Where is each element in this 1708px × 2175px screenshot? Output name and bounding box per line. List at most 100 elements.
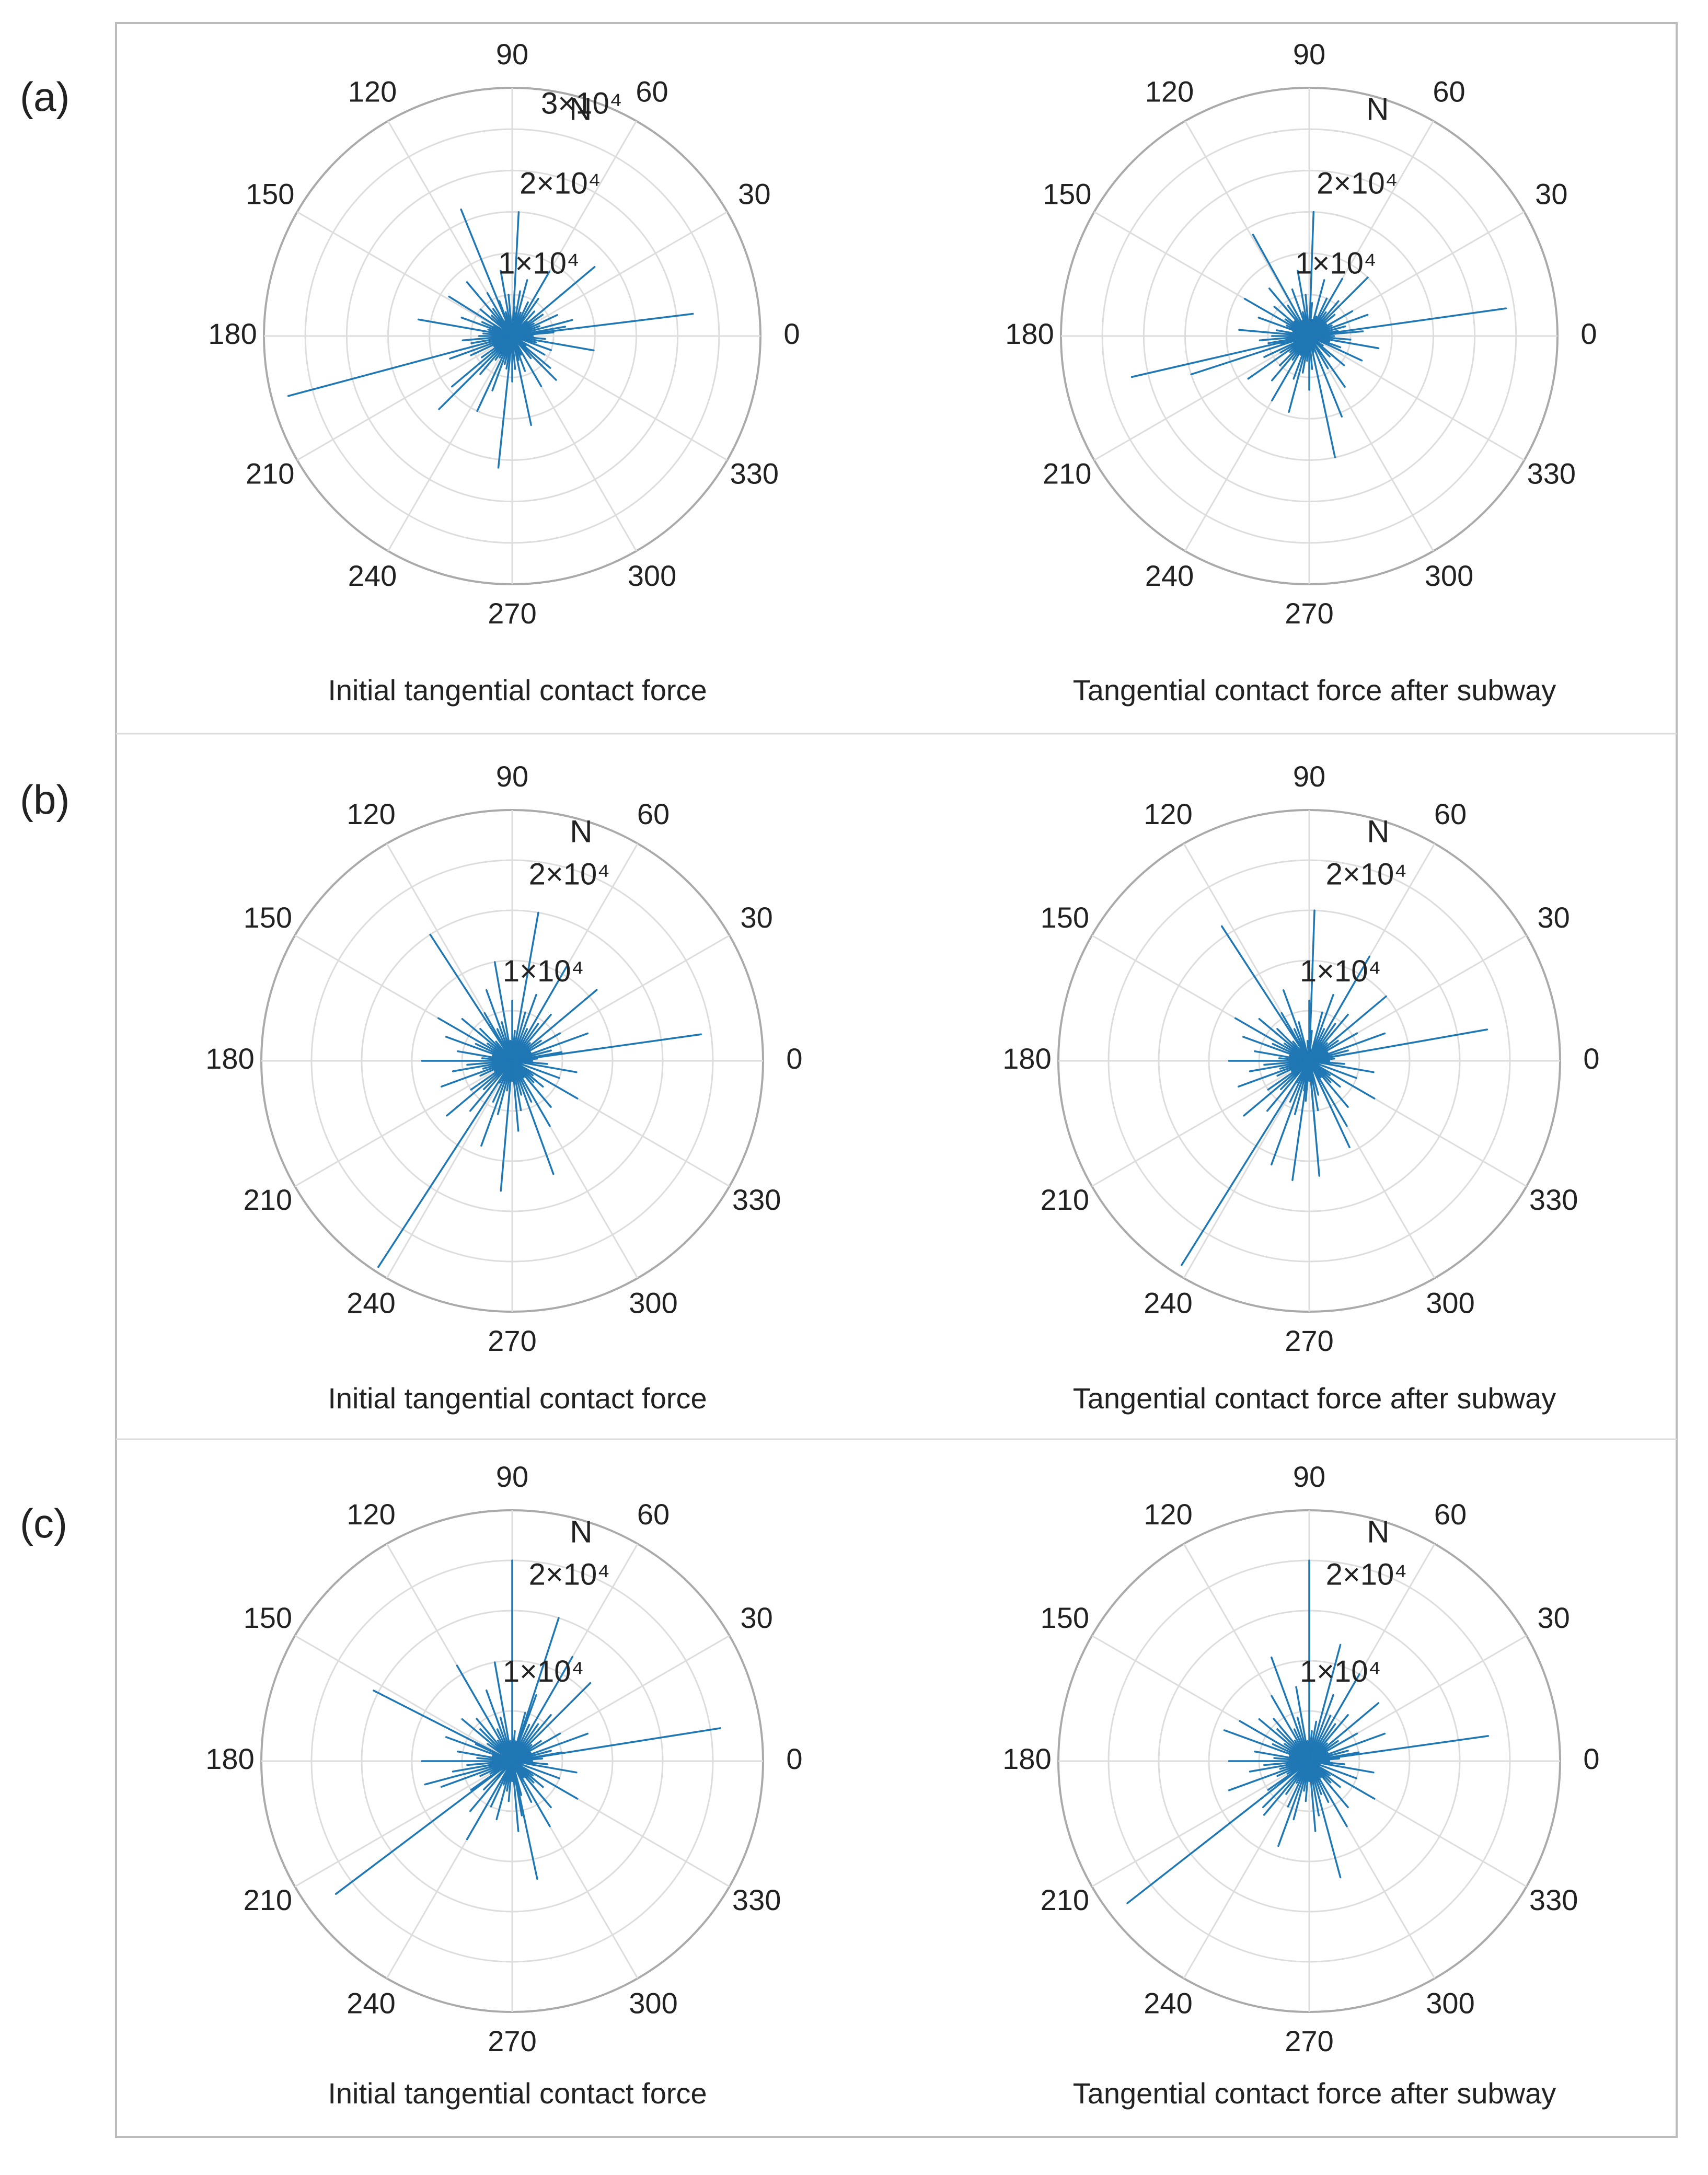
force-ray: [493, 1661, 513, 1762]
force-ray: [1308, 1060, 1357, 1079]
force-ray: [1308, 211, 1315, 337]
angle-tick-label: 240: [1144, 1286, 1192, 1319]
force-ray: [1308, 311, 1327, 337]
force-ray: [1308, 1760, 1322, 1795]
radial-tick-label: 1×10⁴: [503, 954, 584, 988]
force-ray: [1308, 1060, 1330, 1103]
angle-tick-label: 120: [347, 797, 395, 830]
force-ray: [511, 320, 528, 337]
force-ray: [482, 1060, 513, 1070]
force-ray: [1308, 1740, 1339, 1762]
force-ray: [511, 1682, 592, 1762]
force-ray: [1252, 234, 1310, 337]
force-ray: [511, 1656, 573, 1762]
force-ray: [469, 1760, 513, 1812]
force-ray: [511, 1760, 534, 1777]
force-ray: [496, 1728, 513, 1762]
force-ray: [511, 1760, 523, 1796]
force-ray: [482, 1060, 513, 1091]
force-ray: [456, 1664, 513, 1762]
force-ray: [1266, 1060, 1310, 1112]
force-ray: [1289, 1755, 1310, 1762]
force-ray: [1308, 1752, 1329, 1762]
force-ray: [437, 1017, 513, 1062]
force-ray: [511, 322, 535, 337]
force-ray: [466, 1060, 513, 1066]
chart-title: Initial tangential contact force: [328, 674, 707, 707]
force-ray: [1299, 335, 1310, 356]
angle-tick-label: 240: [347, 1286, 395, 1319]
angle-tick-label: 180: [1002, 1742, 1051, 1775]
force-ray: [1308, 335, 1330, 342]
force-ray: [470, 335, 513, 344]
angle-tick-label: 150: [244, 901, 292, 934]
force-ray: [511, 1732, 589, 1762]
force-ray: [445, 1736, 513, 1762]
force-ray: [1308, 1051, 1329, 1062]
force-ray: [1289, 1055, 1310, 1062]
force-ray: [492, 1055, 513, 1062]
force-ray: [1308, 1049, 1349, 1062]
angle-tick-label: 120: [348, 75, 397, 108]
radial-tick-label: 1×10⁴: [503, 1655, 584, 1688]
force-ray: [1277, 1760, 1310, 1847]
force-ray: [1293, 1728, 1310, 1762]
force-ray: [1234, 1017, 1310, 1062]
force-ray: [479, 1728, 513, 1762]
force-ray: [1190, 335, 1310, 376]
force-ray: [497, 335, 513, 469]
force-ray: [1308, 1039, 1339, 1062]
force-ray: [1308, 335, 1329, 369]
radial-tick-label: 1×10⁴: [1300, 954, 1381, 988]
force-ray: [1308, 1028, 1325, 1062]
force-ray: [511, 311, 522, 337]
force-ray: [511, 335, 537, 344]
force-ray: [502, 1760, 513, 1786]
angle-tick-label: 300: [1426, 1286, 1474, 1319]
angle-tick-label: 150: [1041, 901, 1089, 934]
angle-tick-label: 330: [730, 457, 779, 490]
force-ray: [1294, 320, 1310, 337]
angle-tick-label: 120: [1145, 75, 1194, 108]
force-ray: [1308, 1723, 1336, 1762]
angle-tick-label: 60: [636, 75, 668, 108]
force-ray: [1287, 304, 1310, 337]
force-ray: [1308, 335, 1343, 418]
force-ray: [1239, 1720, 1310, 1762]
angle-tick-label: 150: [1043, 177, 1091, 210]
force-ray: [1308, 1760, 1376, 1800]
angle-tick-label: 300: [629, 1286, 677, 1319]
force-ray: [1308, 335, 1380, 350]
force-ray: [511, 1694, 537, 1762]
force-ray: [1308, 1673, 1360, 1762]
angle-tick-label: 90: [1293, 760, 1325, 793]
force-ray: [1308, 1060, 1322, 1079]
force-ray: [1263, 1760, 1310, 1766]
radial-tick-label: 1×10⁴: [498, 246, 580, 280]
force-ray: [1308, 1742, 1328, 1762]
force-ray: [1262, 1760, 1310, 1808]
force-ray: [492, 1755, 513, 1762]
angle-tick-label: 180: [1005, 317, 1054, 350]
angle-tick-label: 210: [244, 1883, 292, 1916]
angle-tick-label: 90: [496, 760, 528, 793]
force-ray: [1238, 329, 1310, 337]
force-ray: [1228, 1760, 1310, 1791]
angle-tick-label: 0: [1580, 317, 1597, 350]
unit-label: N: [1367, 814, 1389, 849]
force-ray: [507, 294, 513, 337]
force-ray: [1279, 1760, 1310, 1770]
force-ray: [1308, 1032, 1386, 1062]
force-ray: [440, 1060, 513, 1088]
force-ray: [1308, 335, 1336, 459]
angle-tick-label: 0: [786, 1042, 802, 1075]
unit-label: N: [570, 1514, 592, 1549]
angle-tick-label: 0: [786, 1742, 802, 1775]
force-ray: [511, 265, 596, 337]
angle-tick-label: 60: [1434, 1498, 1467, 1531]
force-ray: [469, 1060, 513, 1112]
force-ray: [487, 1743, 513, 1762]
angle-tick-label: 30: [741, 901, 773, 934]
force-ray: [511, 1060, 525, 1079]
